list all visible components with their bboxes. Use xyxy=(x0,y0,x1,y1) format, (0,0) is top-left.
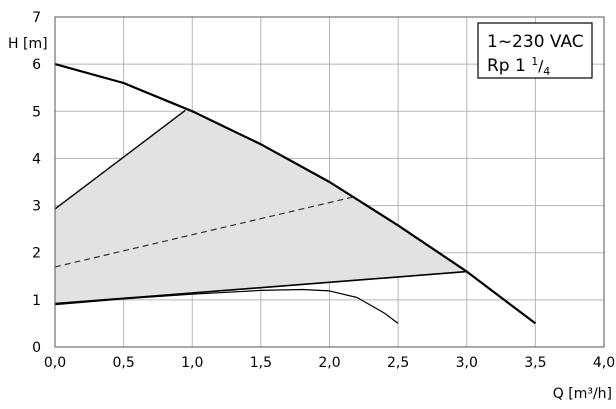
legend-connection-prefix: Rp 1 xyxy=(487,56,531,76)
y-tick-label: 1 xyxy=(32,293,41,309)
y-tick-label: 0 xyxy=(32,340,41,356)
x-tick-label: 1,5 xyxy=(250,355,272,371)
x-axis-label: Q [m³/h] xyxy=(553,386,612,402)
operating-range-area xyxy=(55,110,467,304)
y-tick-label: 4 xyxy=(32,151,41,167)
x-tick-label: 2,0 xyxy=(318,355,340,371)
series-line-lower-limit xyxy=(54,270,467,305)
y-axis-label: H [m] xyxy=(8,36,48,52)
legend-box: 1~230 VAC Rp 1 1/4 xyxy=(477,22,593,79)
y-tick-label: 5 xyxy=(32,104,41,120)
plot-frame xyxy=(54,16,605,348)
legend-fraction-den: 4 xyxy=(543,65,550,78)
y-tick-label: 2 xyxy=(32,246,41,262)
series-line-max-curve xyxy=(54,63,537,325)
x-tick-label: 1,0 xyxy=(181,355,203,371)
x-tick-label: 0,5 xyxy=(112,355,134,371)
legend-frame xyxy=(477,22,593,79)
series-line-min-curve xyxy=(54,288,399,324)
series-line-dashed xyxy=(54,195,358,268)
legend-fraction-slash: / xyxy=(538,57,544,75)
y-tick-label: 7 xyxy=(32,10,41,26)
legend-line-voltage: 1~230 VAC xyxy=(487,32,584,52)
x-tick-label: 4,0 xyxy=(593,355,615,371)
x-tick-label: 3,0 xyxy=(456,355,478,371)
tick-labels: 0,0 0,5 1,0 1,5 2,0 2,5 3,0 3,5 4,0 0 1 2 3 4 5 6 7 xyxy=(32,10,615,371)
y-tick-label: 3 xyxy=(32,199,41,215)
shaded-area-layer xyxy=(55,110,467,304)
x-tick-label: 0,0 xyxy=(44,355,66,371)
legend-line-connection: Rp 1 1/4 xyxy=(487,55,550,78)
series-layer xyxy=(54,63,537,325)
x-tick-label: 2,5 xyxy=(387,355,409,371)
series-line-constant-pressure-max xyxy=(54,109,186,210)
x-tick-label: 3,5 xyxy=(524,355,546,371)
y-tick-label: 6 xyxy=(32,57,41,73)
legend-fraction-num: 1 xyxy=(531,55,538,68)
